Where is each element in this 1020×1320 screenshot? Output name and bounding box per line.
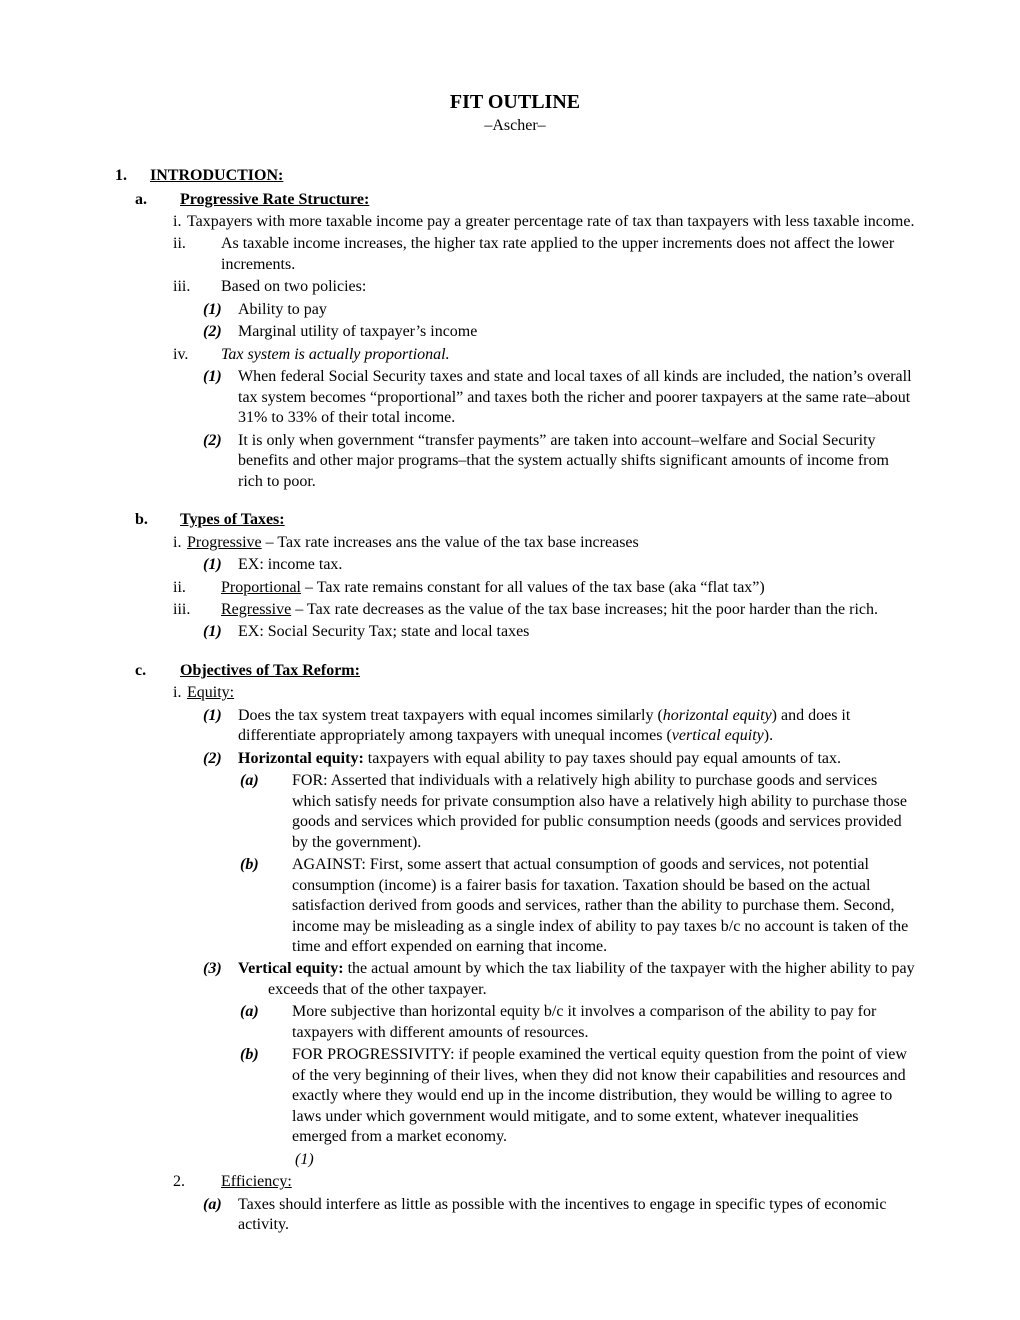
item-1a-iv-2-text: It is only when government “transfer pay…: [238, 431, 915, 492]
item-1a-ii-text: As taxable income increases, the higher …: [221, 234, 915, 275]
item-1b-iii-label: Regressive: [221, 601, 291, 618]
item-1b-ii-label: Proportional: [221, 579, 301, 596]
item-1a-iv-1: (1) When federal Social Security taxes a…: [203, 367, 915, 428]
item-1c-i-marker: i.: [173, 683, 187, 703]
section-1a-marker: a.: [135, 190, 180, 210]
item-1c-i-3-b-1-marker: (1): [295, 1150, 325, 1170]
item-1b-i: i. Progressive – Tax rate increases ans …: [173, 533, 915, 553]
item-1c-i-3-b: (b) FOR PROGRESSIVITY: if people examine…: [240, 1045, 915, 1147]
item-1c-i-2-b: (b) AGAINST: First, some assert that act…: [240, 855, 915, 957]
section-1a-heading: Progressive Rate Structure:: [180, 191, 369, 208]
item-1b-iii-1-marker: (1): [203, 622, 238, 642]
txt: ).: [764, 727, 773, 744]
item-1c-i-2-bold: Horizontal equity:: [238, 750, 364, 767]
txt: horizontal equity: [663, 707, 772, 724]
doc-subtitle: –Ascher–: [115, 116, 915, 136]
item-1c-i-3-a: (a) More subjective than horizontal equi…: [240, 1002, 915, 1043]
item-1a-iii-2-text: Marginal utility of taxpayer’s income: [238, 322, 915, 342]
item-1a-iv: iv. Tax system is actually proportional.: [173, 345, 915, 365]
item-1b-i-1-text: EX: income tax.: [238, 555, 915, 575]
item-1c-i-2-a-marker: (a): [240, 771, 292, 853]
item-1b-iii-1-text: EX: Social Security Tax; state and local…: [238, 622, 915, 642]
item-1a-i-marker: i.: [173, 212, 187, 232]
item-1a-iv-1-marker: (1): [203, 367, 238, 428]
item-1a-iii-1-marker: (1): [203, 300, 238, 320]
section-1a: a. Progressive Rate Structure:: [135, 190, 915, 210]
doc-title: FIT OUTLINE: [115, 90, 915, 116]
item-1b-ii: ii. Proportional – Tax rate remains cons…: [173, 578, 915, 598]
item-1a-iii: iii. Based on two policies:: [173, 277, 915, 297]
item-1c-i-3-bold: Vertical equity:: [238, 960, 344, 977]
item-1c-i-2-b-text: AGAINST: First, some assert that actual …: [292, 855, 915, 957]
item-1c-2-marker: 2.: [173, 1172, 221, 1192]
section-1c-heading: Objectives of Tax Reform:: [180, 662, 360, 679]
item-1c-2-a-marker: (a): [203, 1195, 238, 1236]
item-1c-i-2-text: taxpayers with equal ability to pay taxe…: [364, 750, 841, 767]
section-1c-marker: c.: [135, 661, 180, 681]
item-1a-iii-marker: iii.: [173, 277, 221, 297]
item-1a-ii: ii. As taxable income increases, the hig…: [173, 234, 915, 275]
item-1c-i-label: Equity:: [187, 684, 234, 701]
item-1a-i-text: Taxpayers with more taxable income pay a…: [187, 213, 914, 230]
item-1c-i-2-a: (a) FOR: Asserted that individuals with …: [240, 771, 915, 853]
section-1c: c. Objectives of Tax Reform:: [135, 661, 915, 681]
item-1c-i-3: (3) Vertical equity: the actual amount b…: [203, 959, 915, 1000]
txt: Does the tax system treat taxpayers with…: [238, 707, 663, 724]
item-1c-i-3-a-marker: (a): [240, 1002, 292, 1043]
item-1a-iii-1-text: Ability to pay: [238, 300, 915, 320]
item-1c-2: 2. Efficiency:: [173, 1172, 915, 1192]
section-1: 1. INTRODUCTION:: [115, 166, 915, 186]
item-1c-i: i. Equity:: [173, 683, 915, 703]
item-1b-ii-text: – Tax rate remains constant for all valu…: [301, 579, 765, 596]
item-1c-i-3-b-marker: (b): [240, 1045, 292, 1147]
item-1b-i-1-marker: (1): [203, 555, 238, 575]
item-1a-iii-2: (2) Marginal utility of taxpayer’s incom…: [203, 322, 915, 342]
item-1b-i-marker: i.: [173, 533, 187, 553]
item-1c-i-3-marker: (3): [203, 959, 238, 1000]
item-1b-iii-marker: iii.: [173, 600, 221, 620]
item-1c-i-3-a-text: More subjective than horizontal equity b…: [292, 1002, 915, 1043]
item-1c-i-3-text: the actual amount by which the tax liabi…: [268, 960, 915, 997]
item-1c-2-a: (a) Taxes should interfere as little as …: [203, 1195, 915, 1236]
item-1a-iv-1-text: When federal Social Security taxes and s…: [238, 367, 915, 428]
item-1b-i-1: (1) EX: income tax.: [203, 555, 915, 575]
item-1a-iv-2-marker: (2): [203, 431, 238, 492]
item-1b-iii-1: (1) EX: Social Security Tax; state and l…: [203, 622, 915, 642]
item-1a-i: i. Taxpayers with more taxable income pa…: [173, 212, 915, 232]
section-1-heading: INTRODUCTION:: [150, 167, 283, 184]
item-1a-iii-2-marker: (2): [203, 322, 238, 342]
item-1c-i-1: (1) Does the tax system treat taxpayers …: [203, 706, 915, 747]
item-1c-i-2: (2) Horizontal equity: taxpayers with eq…: [203, 749, 915, 769]
item-1c-i-1-text: Does the tax system treat taxpayers with…: [238, 706, 915, 747]
item-1c-i-3-b-1: (1): [295, 1150, 915, 1170]
item-1b-ii-marker: ii.: [173, 578, 221, 598]
item-1c-i-2-b-marker: (b): [240, 855, 292, 957]
section-1b-heading: Types of Taxes:: [180, 511, 285, 528]
item-1b-i-text: – Tax rate increases ans the value of th…: [262, 534, 639, 551]
item-1a-iv-text: Tax system is actually proportional.: [221, 345, 915, 365]
txt: vertical equity: [672, 727, 764, 744]
item-1b-i-label: Progressive: [187, 534, 262, 551]
item-1c-i-3-b-text: FOR PROGRESSIVITY: if people examined th…: [292, 1045, 915, 1147]
item-1a-iii-1: (1) Ability to pay: [203, 300, 915, 320]
item-1a-ii-marker: ii.: [173, 234, 221, 275]
section-1-marker: 1.: [115, 166, 150, 186]
section-1b-marker: b.: [135, 510, 180, 530]
item-1b-iii-text: – Tax rate decreases as the value of the…: [291, 601, 878, 618]
item-1c-i-1-marker: (1): [203, 706, 238, 747]
item-1b-iii: iii. Regressive – Tax rate decreases as …: [173, 600, 915, 620]
item-1c-i-2-marker: (2): [203, 749, 238, 769]
section-1b: b. Types of Taxes:: [135, 510, 915, 530]
item-1c-i-2-a-text: FOR: Asserted that individuals with a re…: [292, 771, 915, 853]
item-1c-2-label: Efficiency:: [221, 1173, 292, 1190]
item-1a-iv-marker: iv.: [173, 345, 221, 365]
item-1a-iii-text: Based on two policies:: [221, 277, 915, 297]
item-1c-2-a-text: Taxes should interfere as little as poss…: [238, 1195, 915, 1236]
item-1a-iv-2: (2) It is only when government “transfer…: [203, 431, 915, 492]
